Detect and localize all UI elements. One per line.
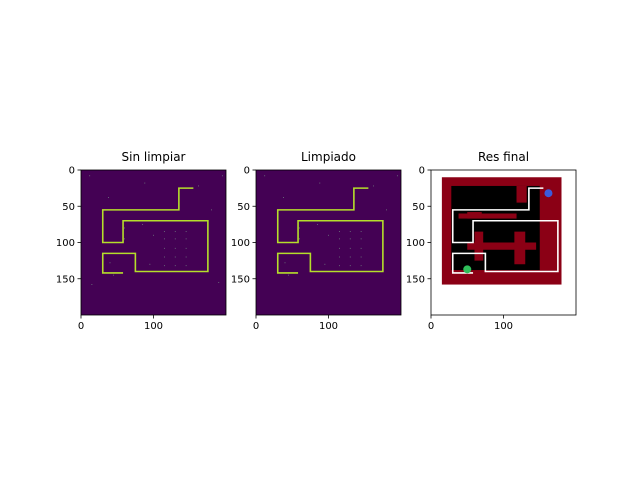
noise-point [198, 185, 199, 187]
wall-block [516, 185, 526, 201]
y-tick-label: 0 [419, 166, 425, 177]
noise-point [163, 231, 165, 233]
y-tick-label: 0 [69, 166, 75, 177]
noise-point [328, 234, 329, 236]
noise-point [174, 238, 176, 240]
noise-point [299, 238, 300, 240]
noise-point [185, 231, 187, 233]
noise-point [221, 175, 223, 177]
noise-point [360, 265, 362, 267]
noise-point [360, 231, 362, 233]
noise-point [91, 284, 93, 285]
noise-point [349, 238, 351, 240]
noise-point [174, 265, 176, 267]
maze-path [276, 187, 384, 274]
noise-point [144, 182, 146, 184]
x-tick-label: 0 [78, 321, 84, 332]
noise-point [174, 256, 176, 258]
x-tick-label: 100 [144, 321, 163, 332]
x-tick-label: 100 [494, 321, 513, 332]
y-tick-label: 150 [56, 274, 75, 285]
noise-point [338, 247, 340, 249]
y-tick-label: 0 [244, 166, 250, 177]
noise-point [142, 223, 144, 225]
noise-point [317, 223, 319, 225]
noise-point [108, 197, 109, 198]
position-marker [544, 189, 553, 198]
panel-limpiado: Limpiado 0 100 0 50 100 150 [231, 150, 402, 332]
wall-block [467, 242, 537, 250]
panel-sin-limpiar: Sin limpiar 0 100 0 50 100 150 [56, 150, 227, 332]
y-tick-label: 50 [62, 202, 75, 213]
noise-point [163, 265, 165, 267]
noise-point [113, 274, 115, 276]
noise-point [185, 238, 187, 240]
noise-point [174, 231, 176, 233]
noise-point [174, 247, 176, 249]
plot-area: 0 100 0 50 100 150 [56, 166, 227, 332]
noise-point [163, 256, 165, 258]
x-tick-label: 0 [253, 321, 259, 332]
x-tick-label: 0 [428, 321, 434, 332]
noise-point [185, 256, 187, 258]
noise-point [264, 175, 266, 177]
y-tick-label: 100 [406, 238, 425, 249]
image-layer [431, 170, 576, 315]
noise-point [349, 231, 351, 233]
noise-point [163, 238, 165, 240]
plot-area: 0 100 0 50 100 150 [406, 166, 577, 332]
image-layer [256, 170, 401, 315]
noise-point [338, 256, 340, 258]
maze-path [101, 187, 209, 274]
noise-point [360, 238, 362, 240]
noise-point [386, 209, 387, 211]
plot-area: 0 100 0 50 100 150 [231, 166, 402, 332]
noise-point [283, 197, 284, 198]
wall-block [467, 212, 482, 219]
noise-point [349, 247, 351, 249]
noise-point [149, 263, 151, 265]
wall-block [514, 231, 526, 265]
noise-point [360, 247, 362, 249]
panel-title: Res final [478, 150, 529, 164]
maze-path [451, 187, 559, 274]
panel-title: Limpiado [301, 150, 356, 164]
y-tick-label: 150 [231, 274, 250, 285]
noise-point [89, 175, 91, 177]
noise-point [349, 265, 351, 267]
y-tick-label: 100 [231, 238, 250, 249]
noise-point [319, 182, 321, 184]
image-layer [81, 170, 226, 315]
noise-point [211, 209, 212, 211]
noise-point [373, 185, 374, 187]
noise-point [360, 256, 362, 258]
noise-point [218, 281, 220, 283]
y-tick-label: 100 [56, 238, 75, 249]
noise-point [299, 227, 300, 229]
noise-point [338, 265, 340, 267]
y-tick-label: 50 [237, 202, 250, 213]
y-tick-label: 150 [406, 274, 425, 285]
noise-point [153, 234, 154, 236]
noise-point [324, 263, 326, 265]
noise-point [338, 238, 340, 240]
noise-point [109, 262, 111, 264]
noise-point [396, 175, 398, 177]
noise-point [185, 247, 187, 249]
y-tick-label: 50 [412, 202, 425, 213]
x-tick-label: 100 [319, 321, 338, 332]
noise-point [349, 256, 351, 258]
position-marker [463, 265, 472, 274]
panel-title: Sin limpiar [122, 150, 186, 164]
noise-point [288, 274, 290, 276]
noise-point [338, 231, 340, 233]
noise-point [163, 247, 165, 249]
noise-point [185, 265, 187, 267]
noise-point [124, 238, 125, 240]
noise-point [284, 262, 286, 264]
noise-point [124, 227, 125, 229]
panel-res-final: Res final 0 100 0 50 100 150 [406, 150, 577, 332]
wall-block [458, 213, 517, 219]
